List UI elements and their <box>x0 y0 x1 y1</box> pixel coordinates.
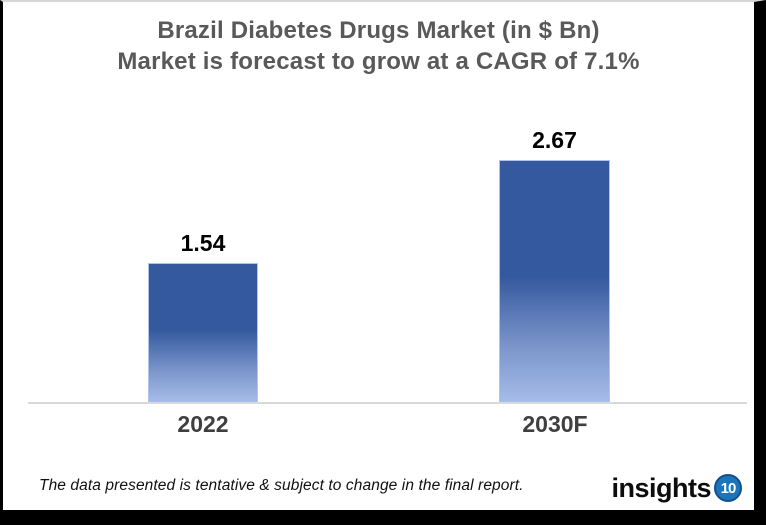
value-label-2030f: 2.67 <box>532 127 577 153</box>
chart-title-line2: Market is forecast to grow at a CAGR of … <box>117 48 640 75</box>
logo-wordmark: insights <box>611 473 711 503</box>
disclaimer-text: The data presented is tentative & subjec… <box>39 477 524 494</box>
chart-canvas: Brazil Diabetes Drugs Market (in $ Bn) M… <box>3 2 754 510</box>
category-label-2022: 2022 <box>177 411 229 437</box>
chart-title: Brazil Diabetes Drugs Market (in $ Bn) M… <box>3 15 754 77</box>
value-label-2022: 1.54 <box>180 230 226 256</box>
chart-title-line1: Brazil Diabetes Drugs Market (in $ Bn) <box>157 17 600 44</box>
bar-2022 <box>148 263 258 403</box>
insights10-logo: insights 10 <box>611 473 742 503</box>
x-axis-line <box>28 402 747 404</box>
bar-2030f <box>499 160 610 403</box>
logo-badge-10: 10 <box>714 474 742 502</box>
bar-group-2022: 1.54 <box>148 230 258 403</box>
bar-group-2030f: 2.67 <box>499 127 610 403</box>
category-label-2030f: 2030F <box>522 411 588 437</box>
